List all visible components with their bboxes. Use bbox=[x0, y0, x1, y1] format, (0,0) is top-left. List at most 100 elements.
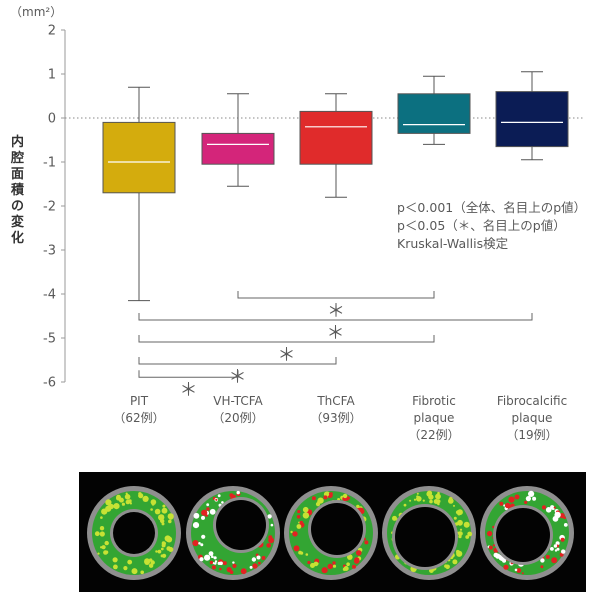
y-tick-label: -3 bbox=[43, 244, 56, 259]
tissue-speckle bbox=[169, 538, 172, 541]
tissue-speckle bbox=[553, 544, 558, 548]
tissue-speckle bbox=[192, 540, 199, 547]
bracket-line bbox=[138, 335, 435, 343]
box-iqr bbox=[299, 110, 373, 165]
tissue-speckle bbox=[240, 568, 247, 575]
tissue-speckle bbox=[146, 558, 149, 562]
tissue-speckle bbox=[448, 498, 454, 504]
box-0 bbox=[102, 86, 176, 302]
significance-brackets: ＊＊＊＊＊ bbox=[138, 291, 533, 401]
tissue-speckle bbox=[293, 545, 300, 552]
tissue-speckle bbox=[514, 568, 518, 572]
tissue-speckle bbox=[209, 560, 214, 565]
tissue-speckle bbox=[232, 561, 235, 564]
tissue-speckle bbox=[416, 492, 419, 495]
box-iqr bbox=[201, 132, 275, 165]
tissue-speckle bbox=[488, 545, 493, 550]
category-label: （93例） bbox=[310, 411, 361, 425]
tissue-speckle bbox=[213, 556, 217, 560]
tissue-speckle bbox=[332, 561, 336, 565]
tissue-speckle bbox=[343, 566, 349, 571]
y-axis: 2 1 0 -1 -2 -3 -4 -5 -6 bbox=[43, 24, 583, 391]
lumen bbox=[311, 503, 363, 555]
tissue-speckle bbox=[160, 547, 164, 551]
tissue-speckle bbox=[208, 551, 214, 556]
tissue-speckle bbox=[150, 560, 155, 565]
significance-mark: ＊ bbox=[327, 301, 345, 322]
tissue-speckle bbox=[232, 563, 237, 569]
y-unit-label: （mm²） bbox=[10, 5, 62, 19]
tissue-speckle bbox=[553, 506, 556, 509]
tissue-speckle bbox=[413, 498, 417, 501]
tissue-speckle bbox=[205, 514, 208, 517]
tissue-speckle bbox=[113, 564, 118, 570]
box-iqr bbox=[397, 93, 471, 134]
tissue-speckle bbox=[217, 494, 221, 498]
y-axis-title-char: 積 bbox=[10, 182, 25, 198]
tissue-speckle bbox=[416, 496, 422, 502]
tissue-speckle bbox=[466, 523, 470, 527]
ivus-cross-section-fibrocalcific bbox=[480, 486, 574, 580]
tissue-speckle bbox=[113, 503, 120, 510]
tissue-speckle bbox=[193, 512, 200, 519]
tissue-speckle bbox=[327, 563, 333, 569]
tissue-speckle bbox=[503, 504, 506, 507]
y-axis-title-char: 面 bbox=[11, 167, 24, 182]
tissue-speckle bbox=[131, 568, 138, 575]
tissue-speckle bbox=[211, 555, 214, 558]
tissue-speckle bbox=[551, 557, 558, 564]
tissue-speckle bbox=[142, 495, 149, 502]
tissue-speckle bbox=[213, 562, 217, 565]
tissue-speckle bbox=[251, 557, 257, 562]
tissue-speckle bbox=[209, 508, 216, 515]
tissue-speckle bbox=[198, 542, 201, 545]
tissue-speckle bbox=[330, 492, 333, 495]
tissue-speckle bbox=[219, 567, 222, 571]
box-series bbox=[102, 71, 569, 302]
tissue-speckle bbox=[138, 493, 144, 499]
tissue-speckle bbox=[561, 549, 566, 554]
tissue-speckle bbox=[559, 552, 564, 557]
bracket-line bbox=[138, 370, 239, 378]
category-label: VH-TCFA bbox=[213, 394, 263, 408]
tissue-speckle bbox=[356, 550, 362, 556]
tissue-speckle bbox=[455, 510, 461, 515]
tissue-speckle bbox=[310, 563, 315, 568]
lumen bbox=[496, 508, 550, 562]
tissue-speckle bbox=[124, 494, 131, 500]
ivus-cross-section-fibrotic bbox=[382, 486, 476, 580]
bracket-line bbox=[138, 313, 533, 321]
tissue-speckle bbox=[560, 537, 565, 542]
y-tick-label: -5 bbox=[43, 332, 56, 347]
tissue-speckle bbox=[267, 514, 272, 519]
tissue-speckle bbox=[127, 559, 133, 565]
tissue-speckle bbox=[426, 490, 433, 496]
tissue-speckle bbox=[229, 570, 234, 574]
bracket-line bbox=[237, 291, 435, 299]
tissue-speckle bbox=[458, 552, 462, 556]
y-tick-label: -6 bbox=[43, 376, 56, 391]
tissue-speckle bbox=[332, 564, 337, 568]
y-axis-title-char: の bbox=[11, 199, 24, 214]
tissue-speckle bbox=[262, 555, 265, 558]
tissue-speckle bbox=[550, 547, 554, 551]
tissue-speckle bbox=[100, 516, 103, 519]
tissue-speckle bbox=[105, 499, 112, 506]
tissue-speckle bbox=[435, 493, 441, 500]
tissue-speckle bbox=[258, 561, 261, 565]
tissue-speckle bbox=[129, 502, 132, 505]
tissue-speckle bbox=[302, 512, 310, 519]
bracket-line bbox=[138, 357, 337, 365]
tissue-speckle bbox=[305, 553, 309, 556]
tissue-speckle bbox=[486, 530, 493, 537]
tissue-speckle bbox=[270, 523, 274, 527]
category-label: （22例） bbox=[408, 428, 459, 442]
tissue-speckle bbox=[160, 518, 165, 524]
box-iqr bbox=[495, 91, 569, 148]
tissue-speckle bbox=[221, 501, 224, 504]
category-label: ThCFA bbox=[316, 394, 355, 408]
tissue-speckle bbox=[540, 565, 544, 569]
